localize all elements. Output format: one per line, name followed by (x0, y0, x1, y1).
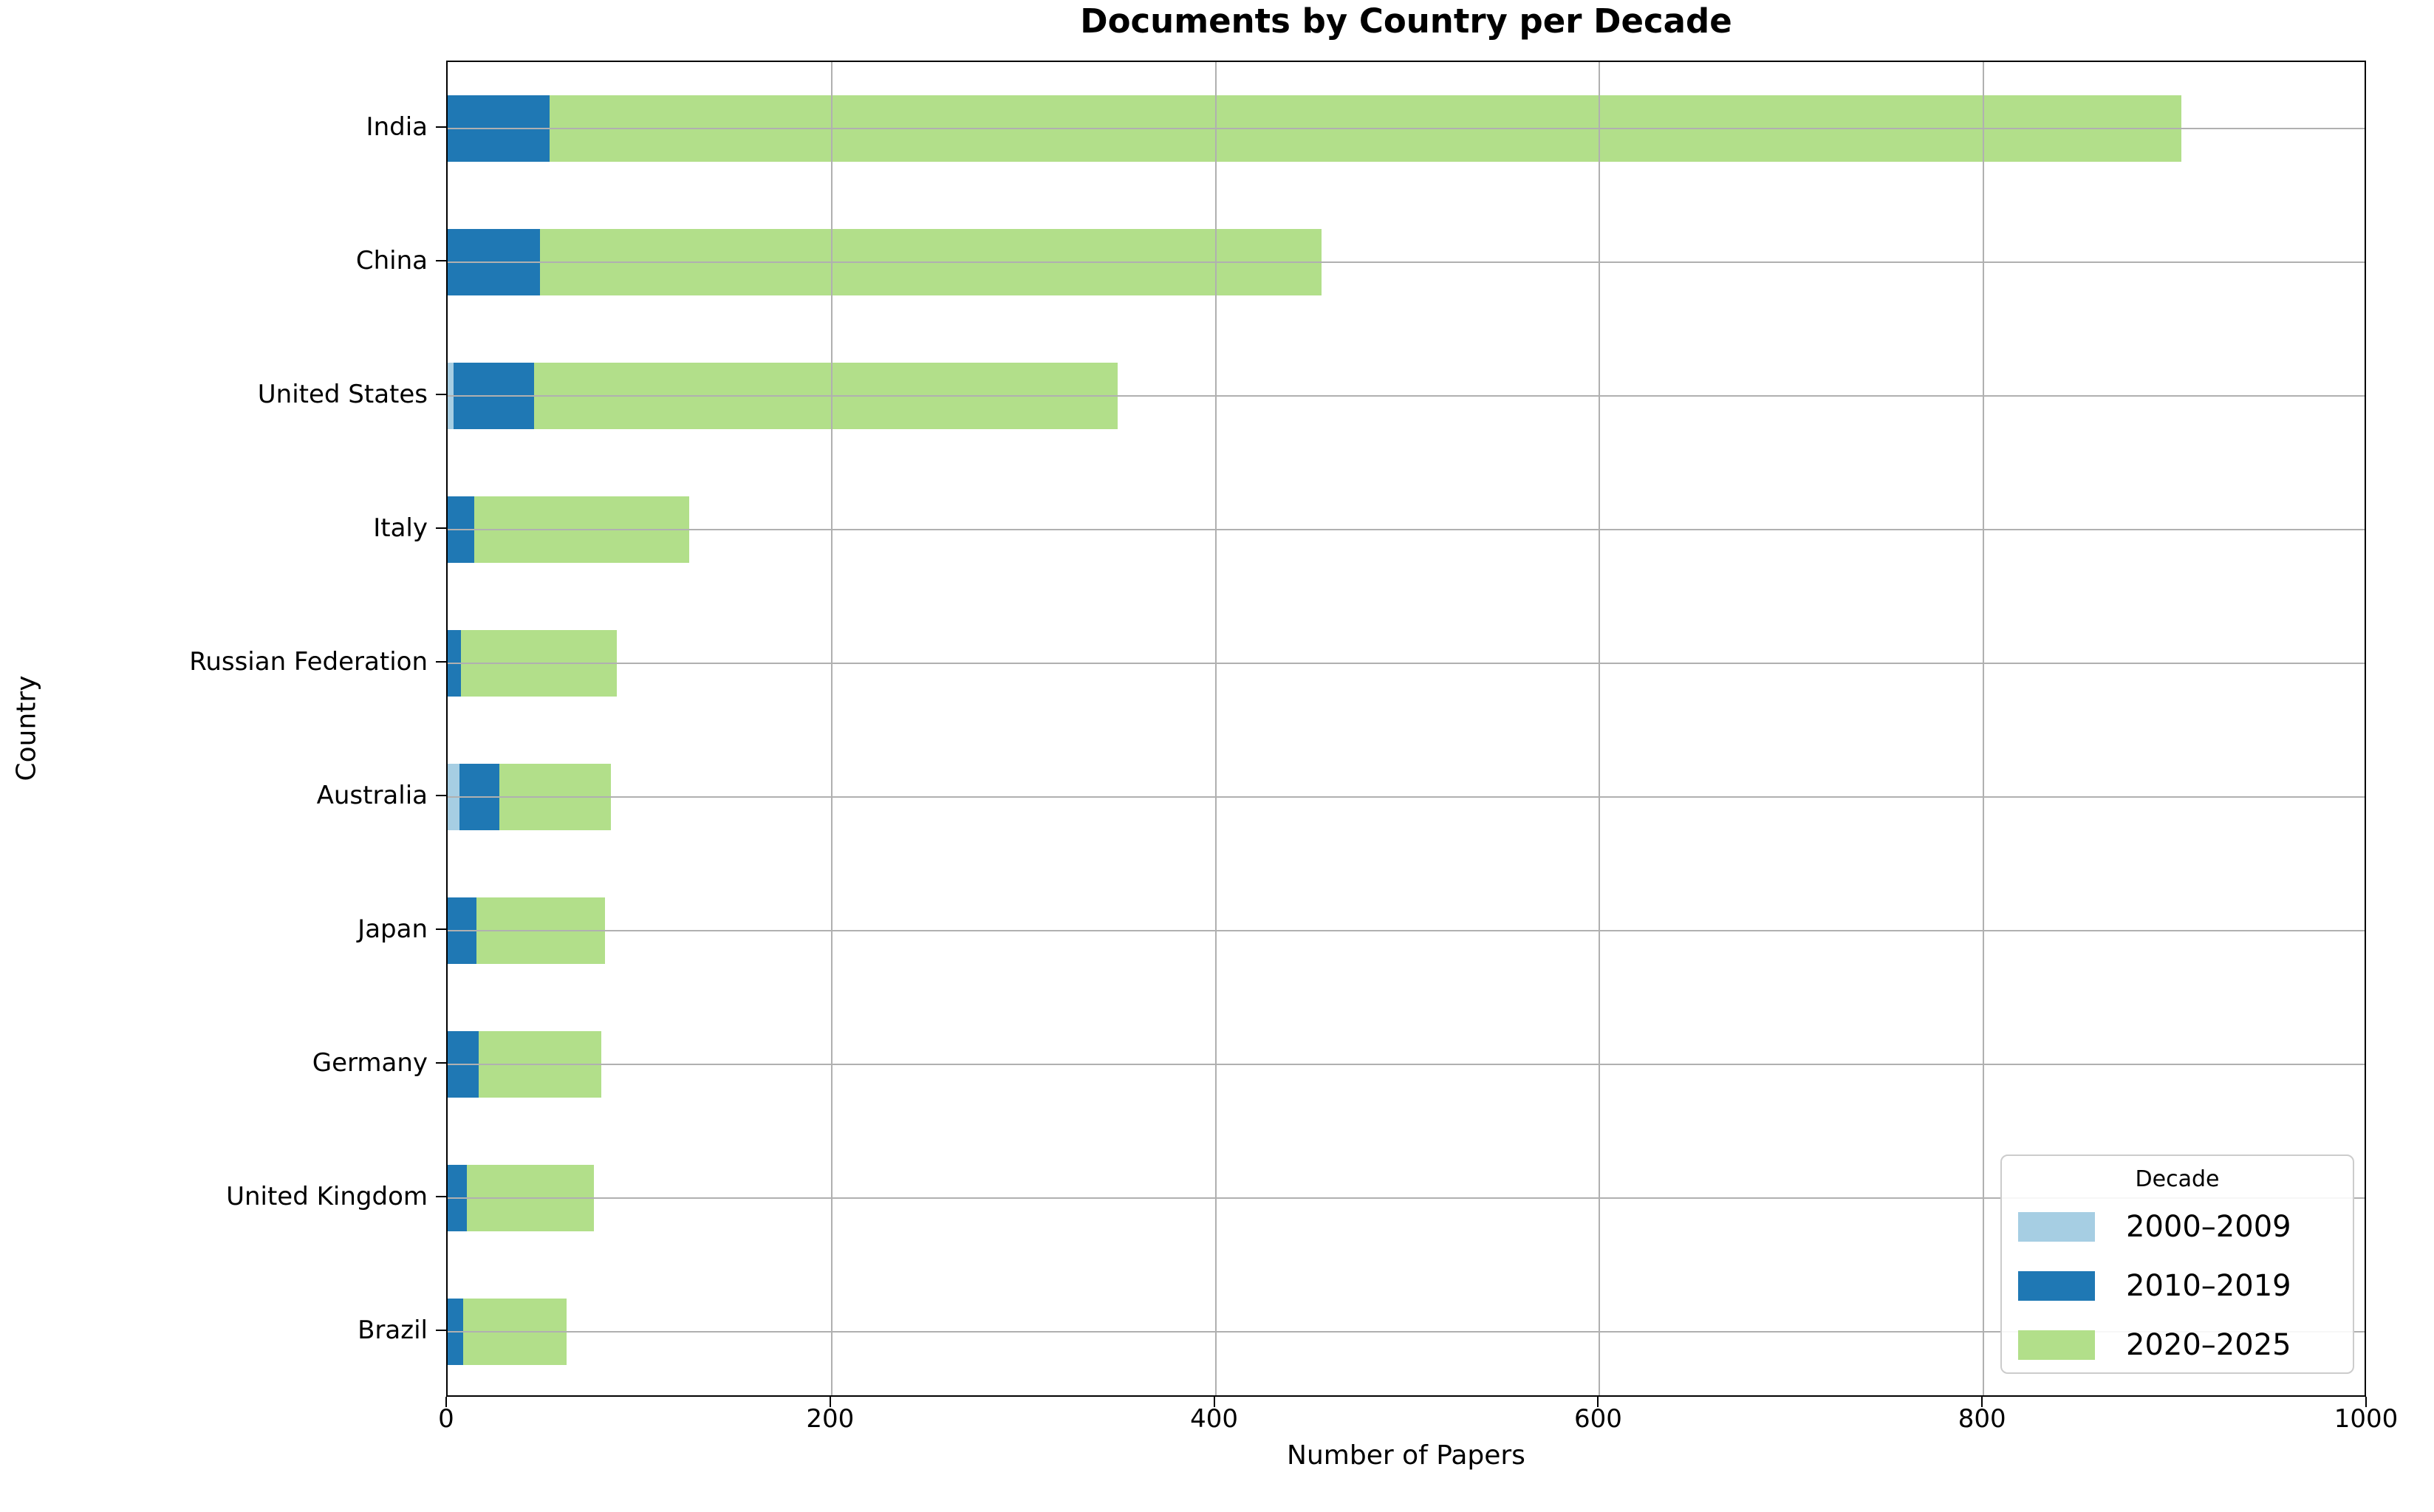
x-tick-label: 600 (1573, 1404, 1622, 1434)
y-tick-mark (436, 1061, 446, 1064)
x-tick-mark (445, 1397, 447, 1407)
y-tick-mark (436, 794, 446, 796)
y-tick-mark (436, 1329, 446, 1331)
x-tick-label: 0 (438, 1404, 454, 1434)
gridline-horizontal (448, 128, 2365, 130)
gridline-horizontal (448, 1197, 2365, 1199)
gridline-vertical (1983, 62, 1985, 1395)
y-tick-label: Germany (312, 1047, 428, 1078)
legend-swatch (2018, 1330, 2095, 1360)
y-tick-mark (436, 661, 446, 663)
legend: Decade 2000–2009 2010–2019 2020–2025 (2000, 1154, 2354, 1374)
x-tick-mark (2365, 1397, 2367, 1407)
legend-swatch (2018, 1271, 2095, 1301)
y-tick-label: Russian Federation (189, 647, 428, 677)
x-tick-label: 200 (806, 1404, 855, 1434)
y-tick-mark (436, 260, 446, 262)
x-tick-label: 800 (1958, 1404, 2006, 1434)
gridline-horizontal (448, 1063, 2365, 1065)
gridline-horizontal (448, 929, 2365, 931)
legend-entry-label: 2010–2019 (2126, 1269, 2291, 1303)
y-tick-label: China (355, 246, 428, 276)
x-tick-label: 400 (1190, 1404, 1239, 1434)
y-axis-label: Country (11, 675, 42, 781)
chart-title: Documents by Country per Decade (1080, 1, 1732, 41)
x-tick-mark (1213, 1397, 1215, 1407)
y-tick-label: Japan (358, 914, 428, 944)
legend-swatch (2018, 1212, 2095, 1242)
legend-entry: 2020–2025 (2002, 1316, 2353, 1375)
legend-items: 2000–2009 2010–2019 2020–2025 (2002, 1197, 2353, 1375)
x-tick-mark (1597, 1397, 1599, 1407)
y-tick-label: Australia (316, 780, 428, 810)
legend-entry-label: 2000–2009 (2126, 1210, 2291, 1244)
gridline-horizontal (448, 663, 2365, 665)
legend-title: Decade (2135, 1166, 2220, 1192)
x-tick-mark (1981, 1397, 1983, 1407)
gridline-vertical (1599, 62, 1601, 1395)
legend-entry: 2010–2019 (2002, 1256, 2353, 1316)
plot-area (446, 61, 2366, 1397)
gridline-horizontal (448, 529, 2365, 531)
gridline-vertical (830, 62, 833, 1395)
y-tick-label: United States (257, 380, 428, 410)
y-tick-label: Italy (373, 513, 428, 544)
y-tick-mark (436, 1195, 446, 1197)
x-tick-label: 1000 (2334, 1404, 2399, 1434)
y-tick-mark (436, 527, 446, 530)
y-tick-mark (436, 928, 446, 930)
gridline-horizontal (448, 1330, 2365, 1333)
y-tick-mark (436, 126, 446, 129)
gridline-horizontal (448, 261, 2365, 264)
y-tick-mark (436, 394, 446, 396)
y-tick-label: India (366, 112, 428, 143)
legend-entry: 2000–2009 (2002, 1197, 2353, 1256)
gridline-vertical (1214, 62, 1217, 1395)
gridline-horizontal (448, 796, 2365, 798)
legend-entry-label: 2020–2025 (2126, 1328, 2291, 1362)
y-tick-label: United Kingdom (226, 1181, 428, 1211)
y-tick-label: Brazil (358, 1315, 428, 1345)
gridline-horizontal (448, 395, 2365, 397)
x-tick-mark (829, 1397, 831, 1407)
x-axis-label: Number of Papers (1287, 1440, 1525, 1471)
